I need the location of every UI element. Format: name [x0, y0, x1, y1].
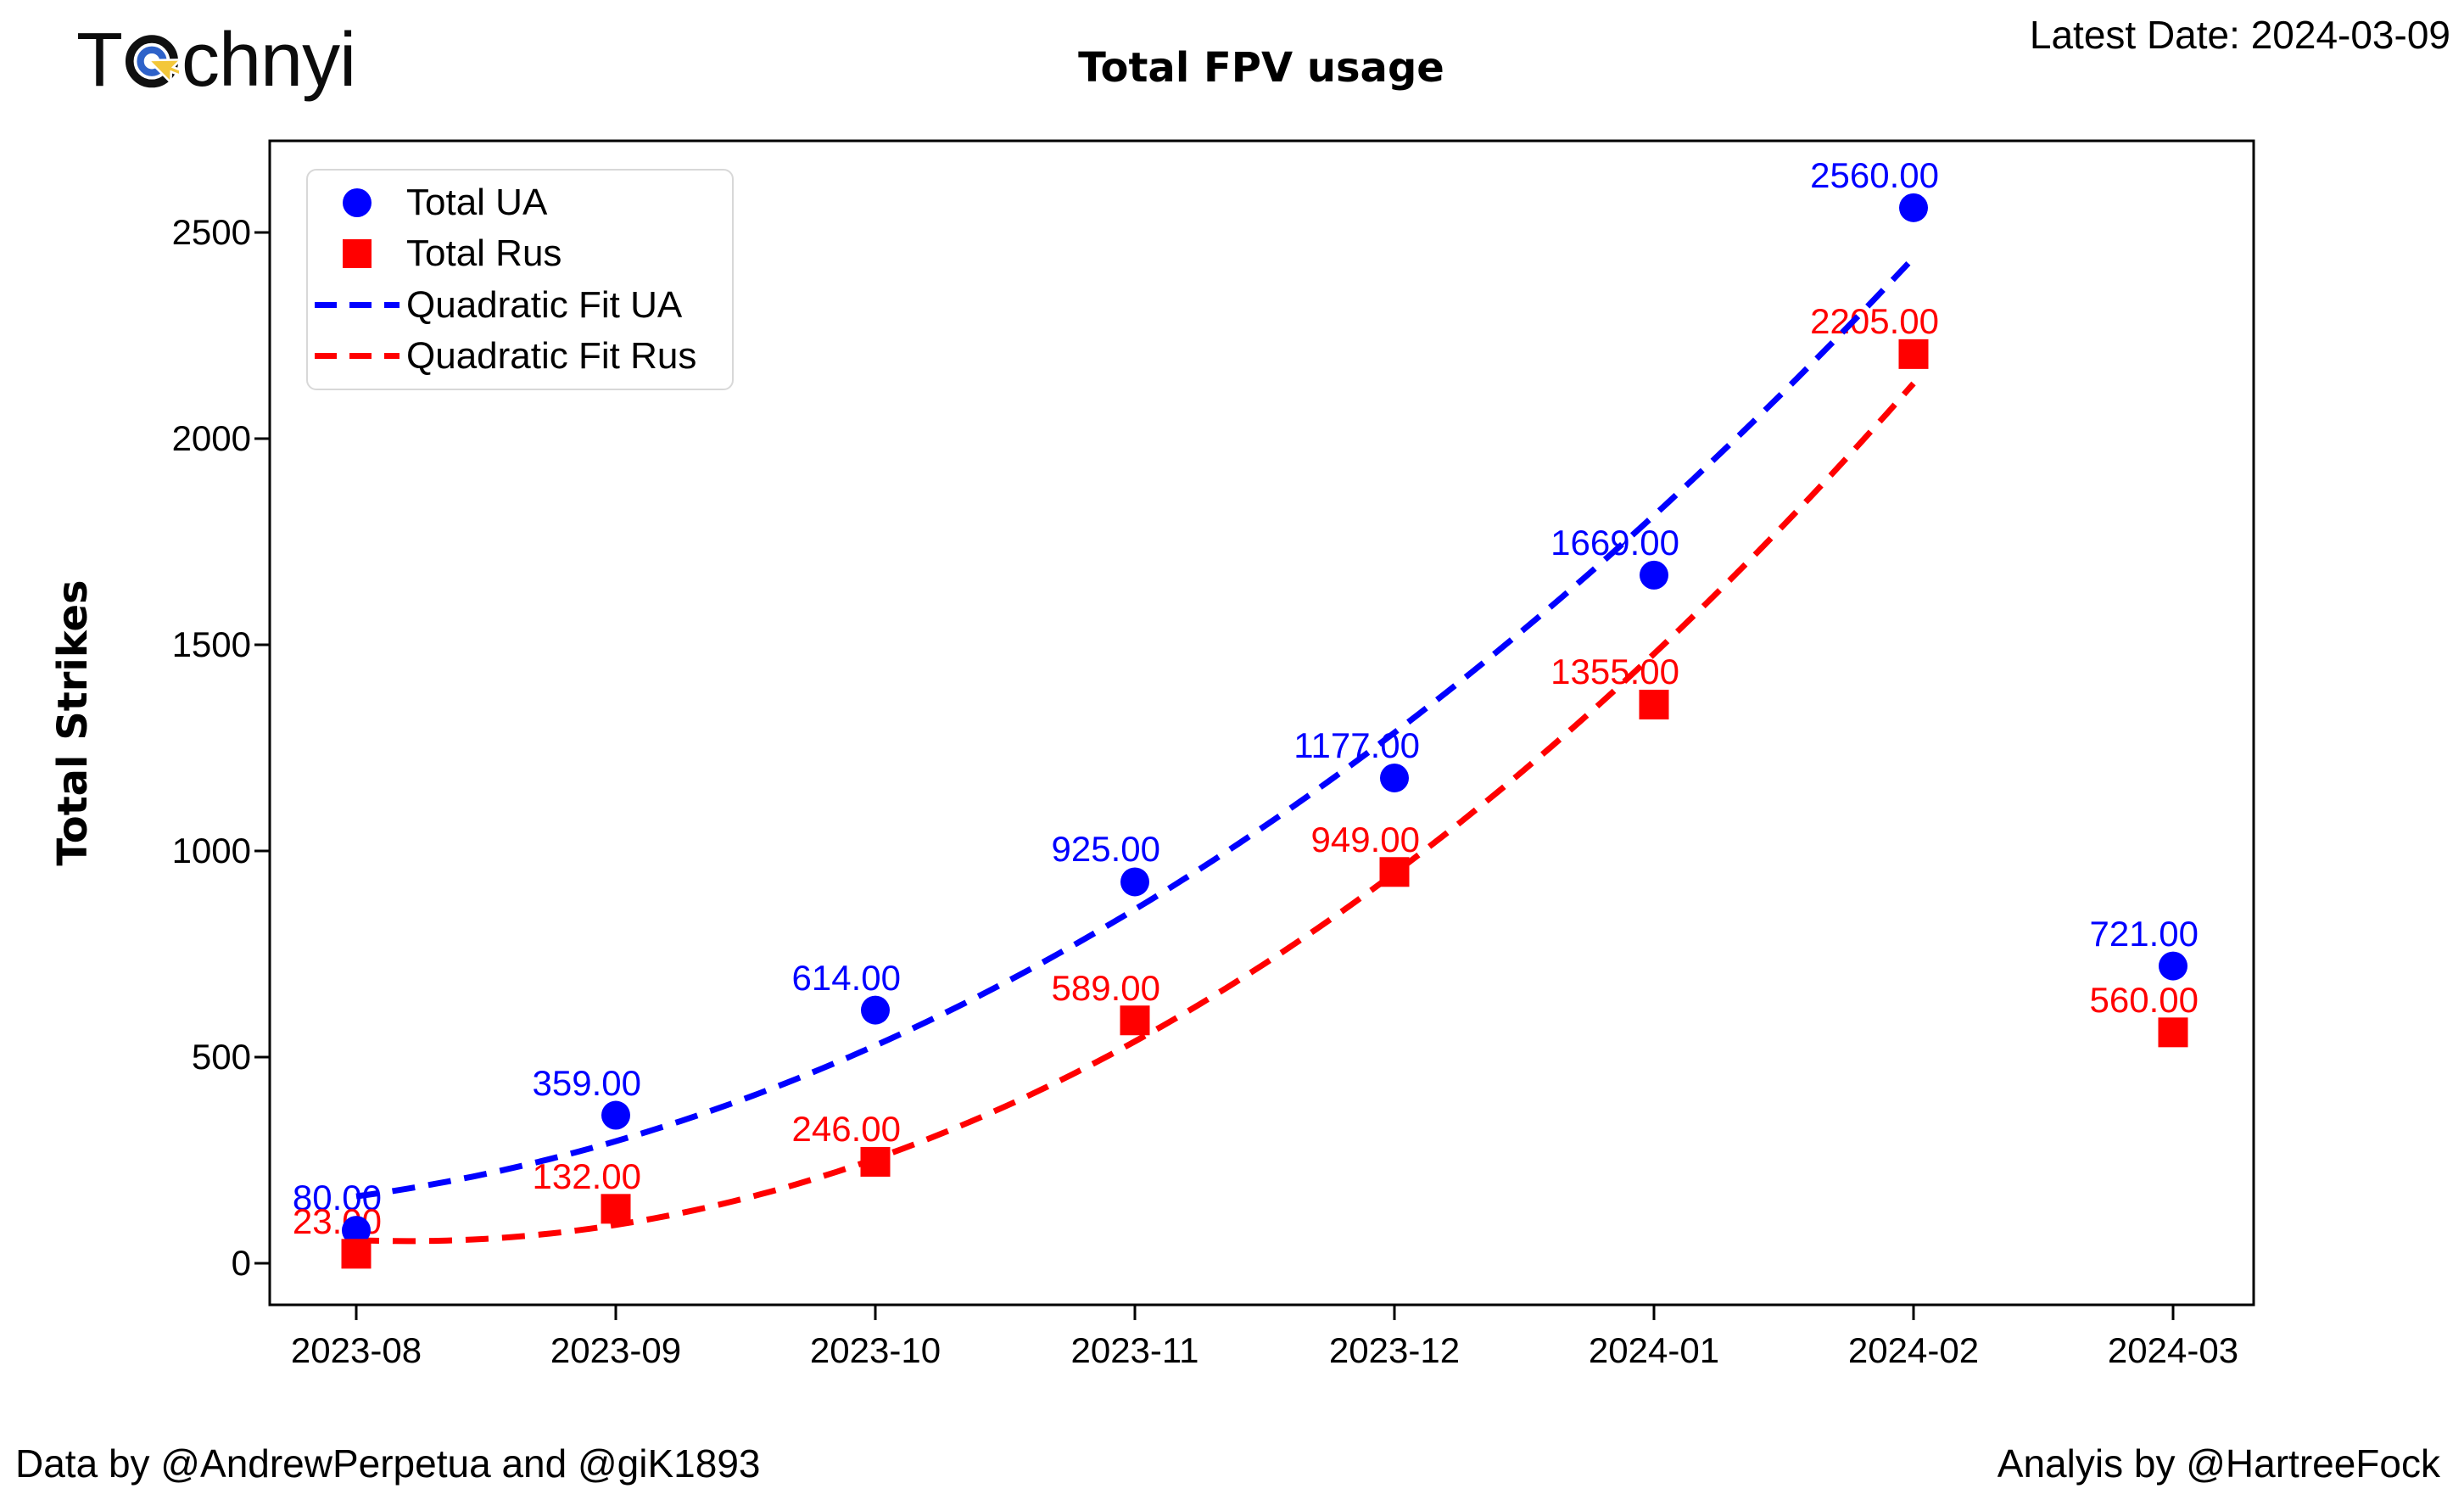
legend-item-1: Total Rus [308, 229, 732, 278]
y-tick-label: 2500 [171, 212, 251, 252]
logo-text-prefix: T [76, 18, 123, 103]
legend-item-2: Quadratic Fit UA [308, 281, 732, 330]
legend-item-label: Quadratic Fit Rus [406, 334, 697, 377]
point-value-label: 246.00 [791, 1109, 901, 1150]
y-tick-label: 500 [191, 1037, 251, 1077]
latest-date-label: Latest Date: 2024-03-09 [2029, 13, 2450, 57]
point-value-label: 925.00 [1051, 829, 1160, 870]
point-value-label: 359.00 [532, 1062, 641, 1103]
y-tick-label: 2000 [171, 418, 251, 458]
dashed-line-swatch [315, 302, 399, 309]
point-value-label: 1669.00 [1550, 522, 1679, 562]
x-tick-label: 2023-12 [1328, 1330, 1461, 1370]
point-value-label: 1355.00 [1550, 652, 1679, 692]
chart-title: Total FPV usage [1078, 44, 1444, 92]
x-tick-label: 2023-08 [290, 1330, 422, 1370]
point-value-label: 2560.00 [1810, 154, 1939, 195]
legend-item-3: Quadratic Fit Rus [308, 332, 732, 381]
x-tick-label: 2024-03 [2107, 1330, 2239, 1370]
legend-item-label: Total Rus [406, 232, 562, 275]
point-value-label: 614.00 [791, 957, 901, 998]
legend-item-label: Quadratic Fit UA [406, 283, 683, 326]
point-value-label: 949.00 [1310, 819, 1420, 859]
circle-legend-marker-icon [308, 188, 406, 218]
y-tick-label: 1500 [171, 624, 251, 664]
point-value-label: 1177.00 [1293, 725, 1420, 765]
dashed-line-swatch [315, 353, 399, 360]
dashed-line-legend-marker-icon [308, 353, 406, 360]
square-legend-marker-icon [308, 239, 406, 269]
point-value-label: 721.00 [2089, 913, 2199, 954]
circle-swatch [343, 188, 372, 218]
logo: T chnyi [76, 18, 356, 103]
credit-analysis-label: Analyis by @HartreeFock [1997, 1441, 2440, 1486]
square-swatch [343, 239, 372, 269]
logo-target-cursor-icon [125, 34, 187, 111]
point-value-label: 560.00 [2089, 979, 2199, 1020]
x-tick-label: 2024-02 [1847, 1330, 1980, 1370]
y-tick-label: 0 [231, 1243, 251, 1283]
credit-data-label: Data by @AndrewPerpetua and @giK1893 [15, 1441, 761, 1486]
x-tick-label: 2023-09 [550, 1330, 682, 1370]
point-value-label: 589.00 [1051, 967, 1160, 1008]
y-tick-label: 1000 [171, 831, 251, 870]
x-tick-label: 2023-11 [1070, 1330, 1199, 1370]
legend-item-label: Total UA [406, 182, 548, 224]
logo-text-suffix: chnyi [181, 18, 356, 103]
point-value-label: 23.00 [292, 1200, 382, 1241]
dashed-line-legend-marker-icon [308, 302, 406, 309]
legend-item-0: Total UA [308, 178, 732, 227]
x-tick-label: 2024-01 [1588, 1330, 1720, 1370]
x-tick-label: 2023-10 [809, 1330, 941, 1370]
legend-box: Total UA Total Rus Quadratic Fit UA Quadrat… [306, 169, 734, 390]
point-value-label: 132.00 [532, 1156, 641, 1196]
point-value-label: 2205.00 [1810, 301, 1939, 342]
